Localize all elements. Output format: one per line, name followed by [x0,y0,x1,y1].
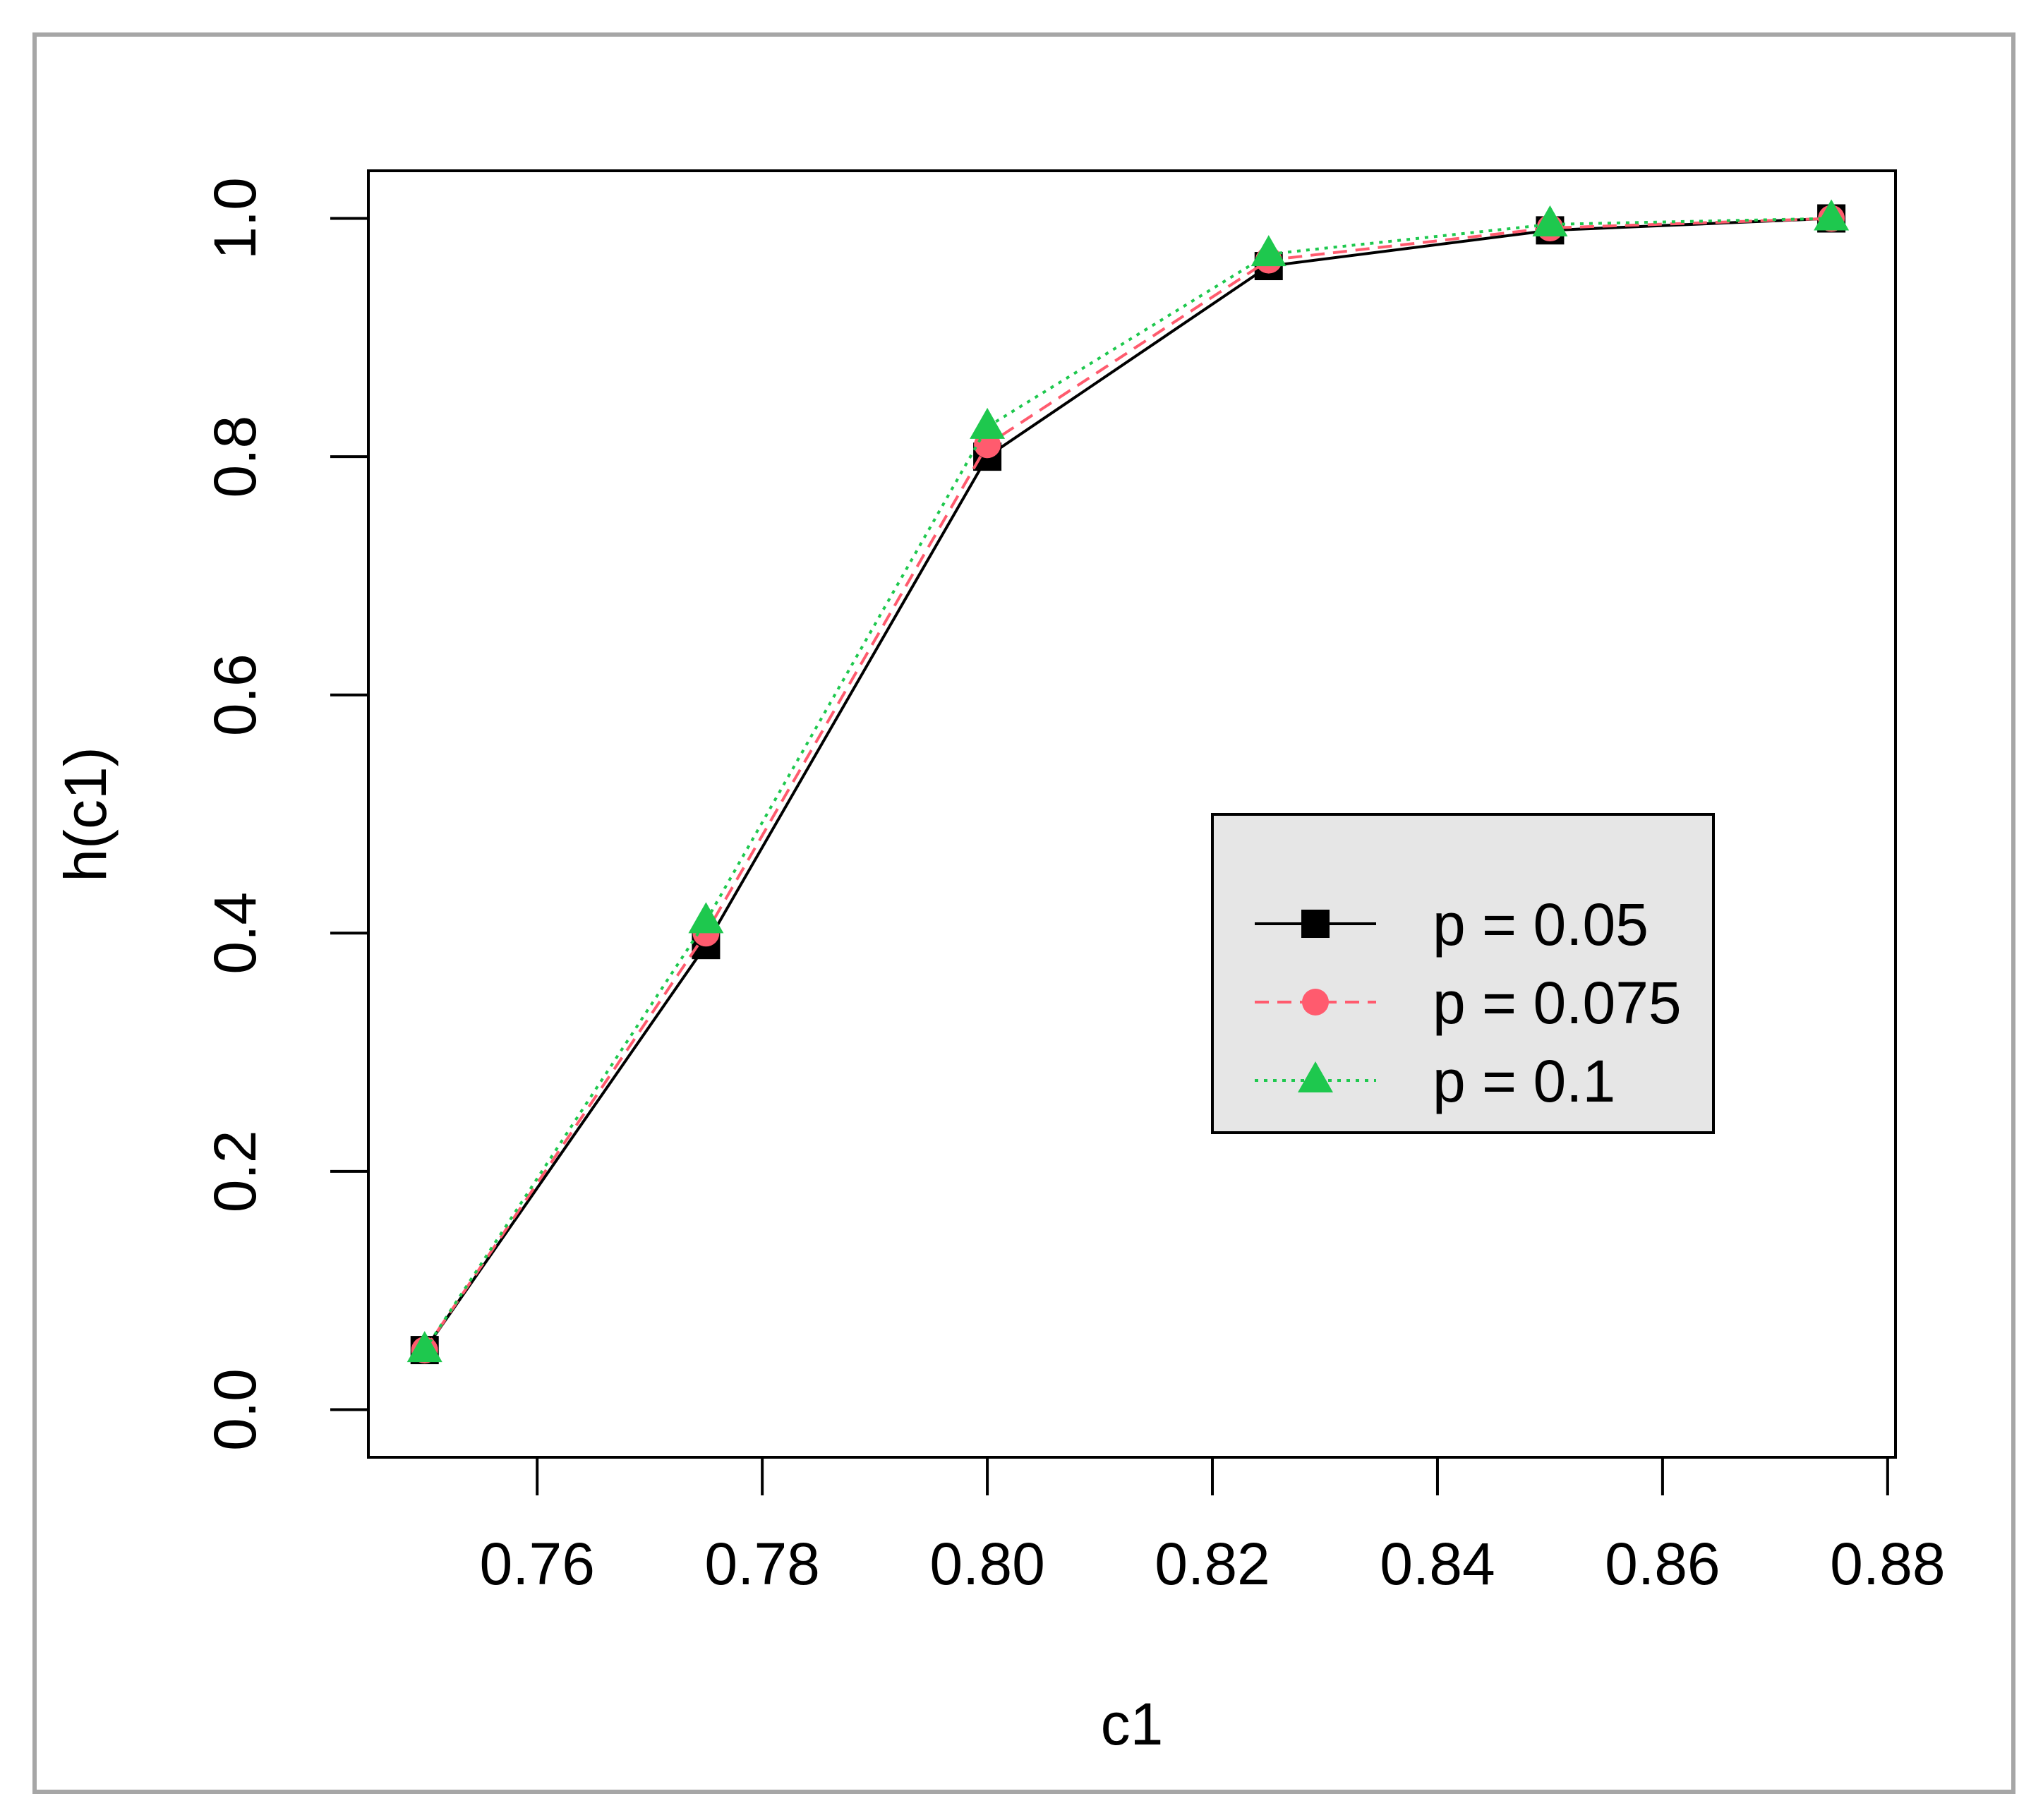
x-tick-label: 0.84 [1380,1531,1495,1597]
y-tick-label: 0.8 [202,416,268,498]
x-axis-label: c1 [1101,1691,1164,1757]
series-line [423,217,1832,1351]
legend-marker [1298,1061,1333,1092]
x-tick-label: 0.88 [1830,1531,1946,1597]
series-2 [411,205,1845,1364]
x-tick-label: 0.86 [1605,1531,1720,1597]
axes: 0.76 0.78 0.80 0.82 0.84 0.86 0.88 0.0 0.2 0.4 0.6… [202,177,1946,1597]
legend-item: p = 0.05 [1255,891,1649,958]
legend-item: p = 0.075 [1255,970,1682,1036]
y-tick-label: 0.4 [202,892,268,975]
line-chart: 0.76 0.78 0.80 0.82 0.84 0.86 0.88 0.0 0.2 0.4 0.6… [52,169,1946,1757]
data-point [1814,199,1850,231]
legend-item: p = 0.1 [1255,1048,1615,1114]
x-tick-label: 0.80 [929,1531,1045,1597]
y-tick-label: 0.6 [202,653,268,736]
legend-box [1211,813,1715,1134]
legend: p = 0.05 p = 0.075 p = 0.1 [1211,813,1715,1134]
data-point [406,1331,442,1363]
y-tick-label: 0.2 [202,1130,268,1212]
series-line [423,217,1832,1351]
legend-label: p = 0.05 [1433,891,1649,958]
figure-frame: 0.76 0.78 0.80 0.82 0.84 0.86 0.88 0.0 0.2 0.4 0.6… [32,32,2015,1794]
legend-marker [1301,910,1330,938]
data-point [688,902,724,934]
series-layer [406,199,1850,1365]
series-1 [410,204,1846,1365]
legend-label: p = 0.1 [1433,1048,1615,1114]
legend-label: p = 0.075 [1433,970,1682,1036]
data-point [1532,205,1568,236]
series-line [423,217,1832,1351]
y-axis-label: h(c1) [52,747,119,881]
y-tick-label: 1.0 [202,177,268,260]
x-tick-label: 0.82 [1155,1531,1270,1597]
x-tick-label: 0.76 [479,1531,595,1597]
x-tick-label: 0.78 [704,1531,820,1597]
data-point [970,407,1006,439]
legend-marker [1302,989,1329,1016]
series-3 [406,199,1850,1363]
data-point [1250,235,1286,267]
y-tick-label: 0.0 [202,1368,268,1451]
